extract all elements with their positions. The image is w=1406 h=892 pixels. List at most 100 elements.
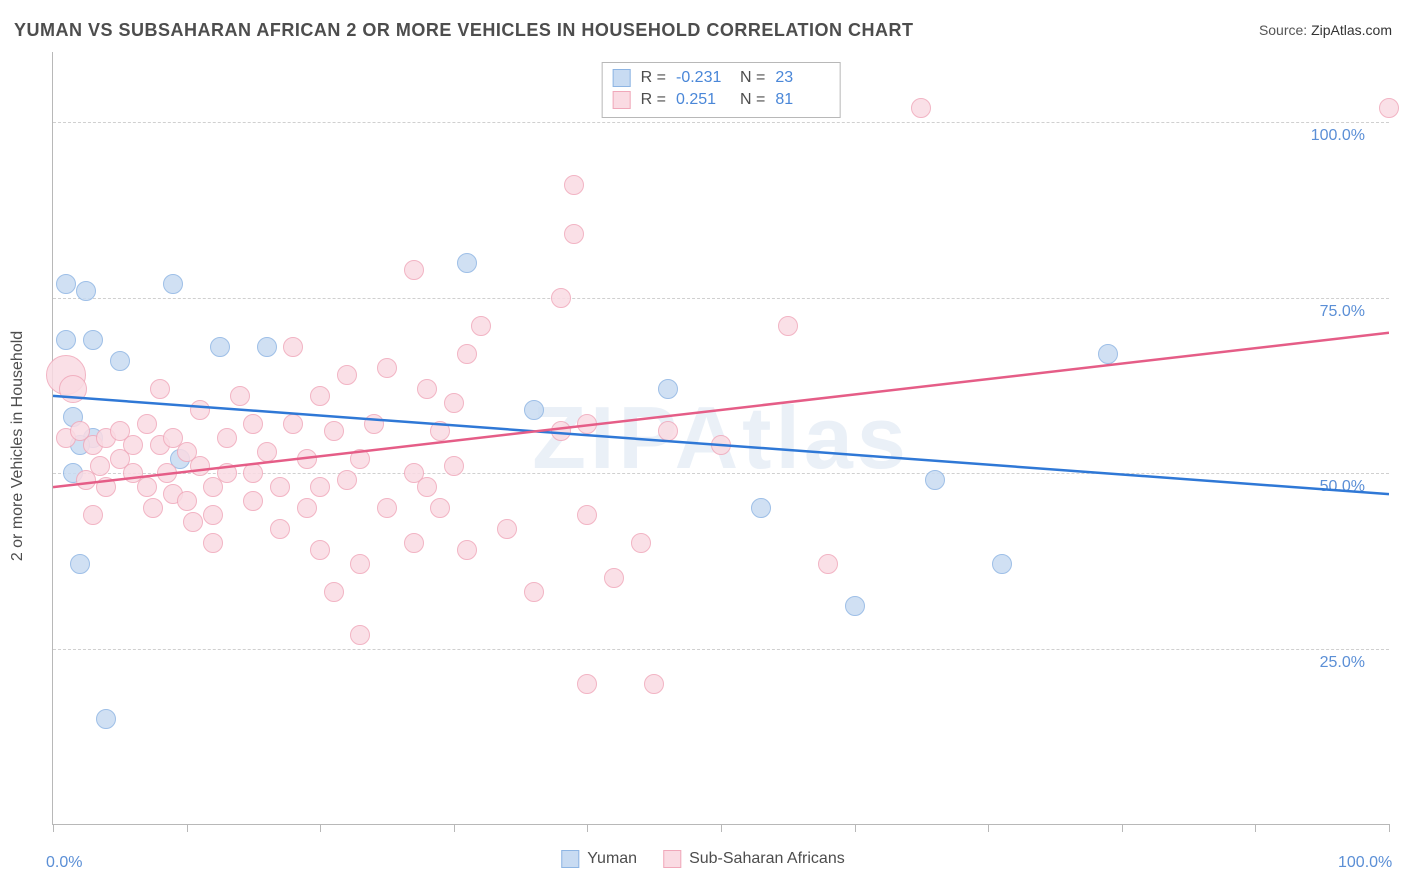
- data-point-yuman: [76, 281, 96, 301]
- data-point-subsaharan: [157, 463, 177, 483]
- data-point-subsaharan: [658, 421, 678, 441]
- data-point-subsaharan: [430, 498, 450, 518]
- data-point-subsaharan: [604, 568, 624, 588]
- data-point-subsaharan: [524, 582, 544, 602]
- y-axis-label: 2 or more Vehicles in Household: [9, 331, 27, 561]
- x-tick: [1255, 824, 1256, 832]
- gridline: [53, 649, 1389, 650]
- data-point-subsaharan: [377, 358, 397, 378]
- data-point-subsaharan: [337, 365, 357, 385]
- data-point-subsaharan: [270, 477, 290, 497]
- r-value: -0.231: [676, 67, 730, 89]
- data-point-subsaharan: [203, 533, 223, 553]
- x-tick: [721, 824, 722, 832]
- x-min-label: 0.0%: [46, 854, 82, 872]
- data-point-subsaharan: [577, 414, 597, 434]
- data-point-yuman: [163, 274, 183, 294]
- data-point-subsaharan: [76, 470, 96, 490]
- data-point-yuman: [1098, 344, 1118, 364]
- x-tick: [320, 824, 321, 832]
- data-point-subsaharan: [564, 175, 584, 195]
- data-point-yuman: [457, 253, 477, 273]
- data-point-subsaharan: [310, 386, 330, 406]
- data-point-subsaharan: [283, 414, 303, 434]
- legend-label: Sub-Saharan Africans: [689, 850, 845, 868]
- data-point-subsaharan: [59, 375, 87, 403]
- x-max-label: 100.0%: [1338, 854, 1392, 872]
- data-point-subsaharan: [243, 491, 263, 511]
- data-point-subsaharan: [83, 505, 103, 525]
- data-point-subsaharan: [457, 344, 477, 364]
- data-point-subsaharan: [444, 393, 464, 413]
- data-point-subsaharan: [150, 379, 170, 399]
- data-point-subsaharan: [96, 477, 116, 497]
- data-point-subsaharan: [243, 414, 263, 434]
- data-point-yuman: [110, 351, 130, 371]
- data-point-subsaharan: [283, 337, 303, 357]
- data-point-subsaharan: [137, 414, 157, 434]
- data-point-subsaharan: [324, 421, 344, 441]
- data-point-subsaharan: [217, 463, 237, 483]
- data-point-subsaharan: [324, 582, 344, 602]
- data-point-subsaharan: [337, 470, 357, 490]
- data-point-subsaharan: [404, 533, 424, 553]
- data-point-subsaharan: [143, 498, 163, 518]
- data-point-yuman: [845, 596, 865, 616]
- x-tick: [187, 824, 188, 832]
- gridline: [53, 122, 1389, 123]
- legend-label: Yuman: [587, 850, 637, 868]
- data-point-subsaharan: [430, 421, 450, 441]
- x-tick: [587, 824, 588, 832]
- data-point-subsaharan: [350, 554, 370, 574]
- stats-row-yuman: R = -0.231N = 23: [613, 67, 830, 89]
- data-point-yuman: [70, 554, 90, 574]
- data-point-yuman: [56, 274, 76, 294]
- data-point-subsaharan: [350, 449, 370, 469]
- data-point-subsaharan: [183, 512, 203, 532]
- data-point-subsaharan: [444, 456, 464, 476]
- source-attribution: Source: ZipAtlas.com: [1259, 22, 1392, 38]
- data-point-subsaharan: [297, 449, 317, 469]
- plot-area: ZIPAtlas 25.0%50.0%75.0%100.0% R = -0.23…: [52, 52, 1389, 825]
- y-tick-label: 50.0%: [1318, 478, 1367, 496]
- data-point-subsaharan: [203, 505, 223, 525]
- data-point-subsaharan: [230, 386, 250, 406]
- chart-title: YUMAN VS SUBSAHARAN AFRICAN 2 OR MORE VE…: [14, 20, 914, 41]
- data-point-subsaharan: [217, 428, 237, 448]
- legend-swatch-yuman: [613, 69, 631, 87]
- data-point-subsaharan: [551, 288, 571, 308]
- r-label: R =: [641, 89, 666, 111]
- series-legend: Yuman Sub-Saharan Africans: [561, 850, 844, 868]
- data-point-subsaharan: [497, 519, 517, 539]
- x-tick: [1122, 824, 1123, 832]
- legend-swatch-yuman: [561, 850, 579, 868]
- data-point-subsaharan: [1379, 98, 1399, 118]
- data-point-subsaharan: [631, 533, 651, 553]
- n-value: 23: [775, 67, 829, 89]
- data-point-subsaharan: [190, 456, 210, 476]
- data-point-subsaharan: [310, 540, 330, 560]
- data-point-subsaharan: [778, 316, 798, 336]
- y-tick-label: 75.0%: [1318, 303, 1367, 321]
- r-value: 0.251: [676, 89, 730, 111]
- data-point-yuman: [925, 470, 945, 490]
- stats-row-subsaharan: R = 0.251N = 81: [613, 89, 830, 111]
- data-point-yuman: [83, 330, 103, 350]
- data-point-subsaharan: [350, 625, 370, 645]
- x-tick: [454, 824, 455, 832]
- data-point-subsaharan: [457, 540, 477, 560]
- data-point-subsaharan: [577, 505, 597, 525]
- source-value: ZipAtlas.com: [1311, 22, 1392, 38]
- data-point-yuman: [992, 554, 1012, 574]
- data-point-subsaharan: [190, 400, 210, 420]
- data-point-subsaharan: [551, 421, 571, 441]
- data-point-yuman: [751, 498, 771, 518]
- data-point-subsaharan: [257, 442, 277, 462]
- source-label: Source:: [1259, 22, 1311, 38]
- data-point-yuman: [257, 337, 277, 357]
- gridline: [53, 298, 1389, 299]
- legend-swatch-subsaharan: [663, 850, 681, 868]
- x-tick: [855, 824, 856, 832]
- data-point-subsaharan: [564, 224, 584, 244]
- data-point-subsaharan: [911, 98, 931, 118]
